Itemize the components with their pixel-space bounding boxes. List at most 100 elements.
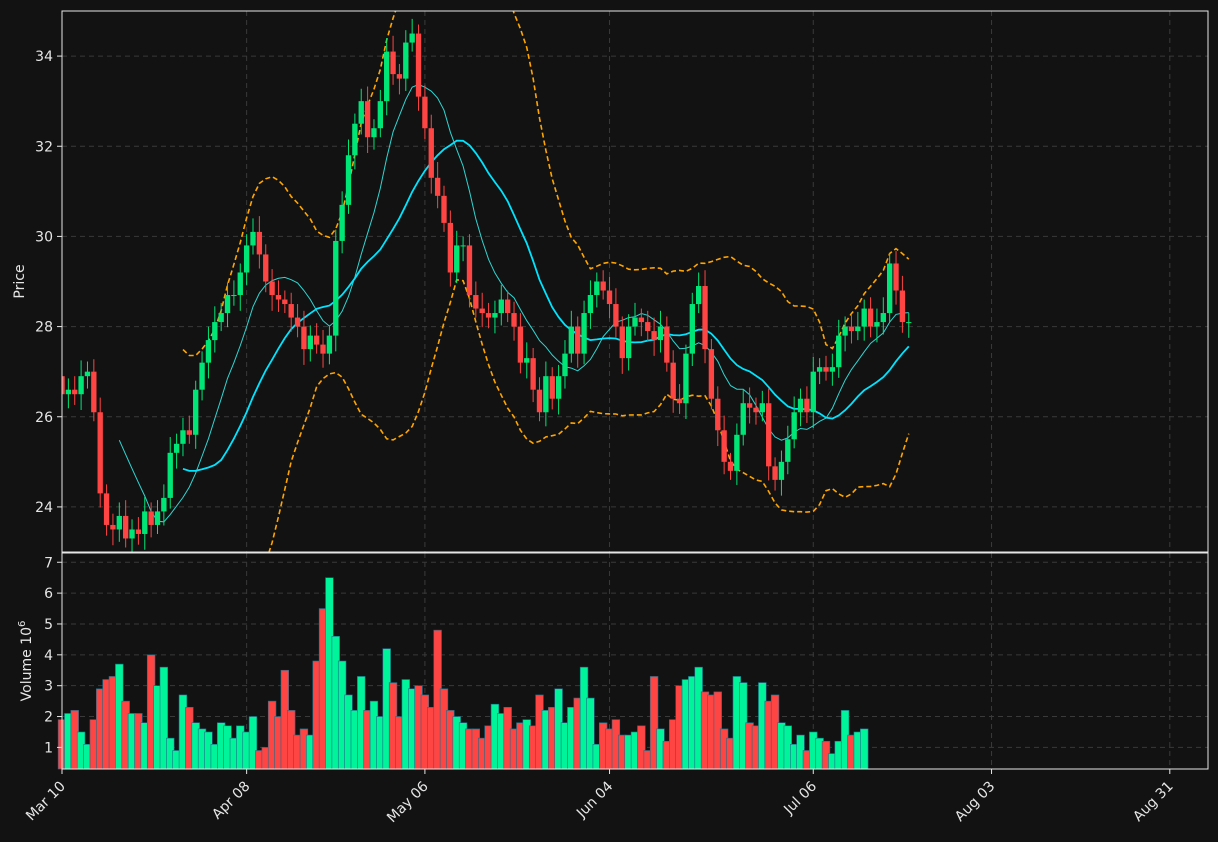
candle-body xyxy=(428,128,434,178)
candle-body xyxy=(263,254,269,282)
volume-axis-title: Volume 106 xyxy=(17,621,35,702)
candle-body xyxy=(581,313,587,354)
candle-body xyxy=(651,331,657,341)
candle-body xyxy=(740,403,746,435)
volume-bar xyxy=(860,728,869,770)
candle-body xyxy=(804,398,810,413)
candle-body xyxy=(403,42,409,79)
candle-body xyxy=(135,529,142,534)
candle-body xyxy=(600,281,606,291)
candle-body xyxy=(371,128,377,138)
candle-body xyxy=(173,443,180,453)
volume-panel-frame xyxy=(61,552,1209,770)
candle-body xyxy=(294,317,301,327)
candle-body xyxy=(511,313,517,327)
candle-body xyxy=(269,281,275,296)
candle-body xyxy=(829,367,836,372)
candle-body xyxy=(415,33,422,97)
candle-body xyxy=(753,407,759,413)
price-axis-title: Price xyxy=(12,264,28,298)
candle-body xyxy=(352,123,358,156)
candle-body xyxy=(186,430,193,435)
candle-body xyxy=(339,204,345,241)
candle-body xyxy=(632,317,638,327)
candle-body xyxy=(906,322,912,324)
candle-body xyxy=(345,155,352,205)
candle-body xyxy=(473,295,479,309)
candle-body xyxy=(301,326,307,350)
candle-body xyxy=(154,511,161,525)
candle-body xyxy=(441,195,447,223)
candle-body xyxy=(224,295,231,314)
candle-body xyxy=(683,353,689,404)
candle-body xyxy=(91,371,97,413)
candle-body xyxy=(282,299,288,305)
price-y-tick-label: 26 xyxy=(35,410,53,426)
volume-y-tick-label: 6 xyxy=(44,586,53,602)
candle-body xyxy=(727,461,734,471)
candle-body xyxy=(492,313,498,318)
candle-body xyxy=(899,290,906,323)
bollinger-lower-line xyxy=(268,278,910,552)
volume-y-tick-label: 1 xyxy=(44,740,53,756)
candle-body xyxy=(638,317,645,323)
candle-body xyxy=(575,326,581,354)
candle-body xyxy=(645,322,651,332)
candle-body xyxy=(886,263,893,314)
candle-body xyxy=(212,322,218,341)
candle-body xyxy=(479,308,485,314)
candle-body xyxy=(587,295,594,314)
candle-body xyxy=(333,240,339,336)
candle-body xyxy=(218,313,224,323)
candle-body xyxy=(193,389,199,435)
candle-body xyxy=(746,403,753,408)
candle-body xyxy=(237,272,243,296)
price-y-tick-label: 28 xyxy=(35,320,53,336)
candle-body xyxy=(97,412,103,494)
candle-body xyxy=(785,439,791,462)
candle-body xyxy=(619,326,625,359)
candle-body xyxy=(543,376,549,413)
candle-body xyxy=(867,308,874,327)
volume-y-tick-label: 2 xyxy=(44,710,53,726)
candle-body xyxy=(434,177,441,196)
volume-y-tick-label: 5 xyxy=(44,617,53,633)
candle-body xyxy=(396,74,403,79)
candle-body xyxy=(460,245,466,247)
price-y-tick-label: 24 xyxy=(35,500,53,516)
volume-axis-exponent: 6 xyxy=(17,621,28,627)
candle-body xyxy=(708,349,715,399)
candle-body xyxy=(664,326,670,363)
volume-y-tick-label: 3 xyxy=(44,679,53,695)
price-panel-frame xyxy=(61,10,1209,553)
candle-body xyxy=(78,376,84,395)
candle-body xyxy=(288,304,294,318)
candle-body xyxy=(307,335,313,350)
candle-body xyxy=(275,295,282,300)
candle-body xyxy=(874,322,880,327)
candle-body xyxy=(142,511,148,534)
candle-body xyxy=(243,245,250,273)
candle-body xyxy=(250,231,256,246)
price-y-tick-label: 30 xyxy=(35,229,53,245)
candle-body xyxy=(613,304,619,327)
candle-body xyxy=(161,497,167,512)
candle-body xyxy=(568,326,575,354)
candle-body xyxy=(657,326,664,341)
candle-body xyxy=(861,308,867,327)
candle-body xyxy=(129,529,135,539)
bollinger-upper-line xyxy=(182,11,910,357)
candle-body xyxy=(62,376,65,395)
candle-body xyxy=(555,376,562,399)
candle-body xyxy=(562,353,568,377)
candle-body xyxy=(797,398,804,413)
candle-body xyxy=(594,281,600,296)
candle-body xyxy=(313,335,320,345)
price-panel xyxy=(62,11,912,552)
candle-body xyxy=(676,398,683,404)
candle-body xyxy=(670,362,676,399)
candle-body xyxy=(766,403,772,467)
candle-body xyxy=(148,511,154,525)
candle-body xyxy=(65,389,72,395)
